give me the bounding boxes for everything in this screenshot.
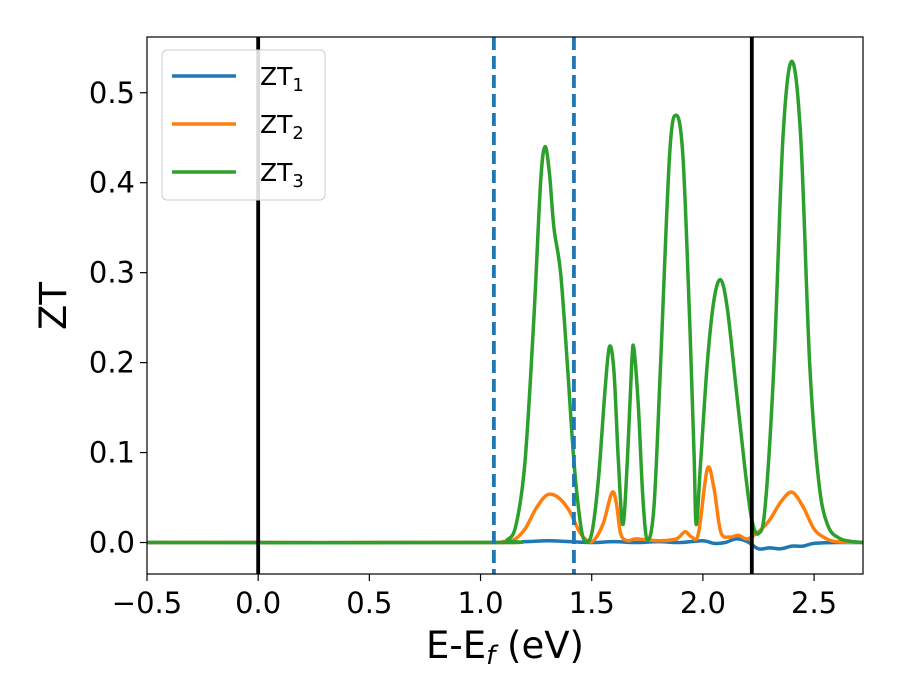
x-tick-label: 2.5 <box>791 586 837 620</box>
x-axis-label: E-Ef (eV) <box>426 624 584 671</box>
axis-ticks: −0.5 0.0 0.5 1.0 1.5 2.0 2.5 0.0 0.1 0.2 0.3 0.4 0.5 <box>89 76 837 620</box>
series-line-zt1 <box>147 537 863 551</box>
y-tick-label: 0.0 <box>89 526 135 560</box>
y-tick-label: 0.2 <box>89 346 135 380</box>
legend-label-zt1: ZT1 <box>260 62 304 96</box>
x-tick-label: 0.5 <box>346 586 392 620</box>
plot-frame <box>146 36 864 575</box>
series-line-zt3 <box>147 59 863 545</box>
y-axis-label: ZT <box>32 282 75 330</box>
x-axis-label-main: E-E <box>426 624 486 667</box>
x-tick-label: 1.5 <box>569 586 615 620</box>
x-axis-label-unit: (eV) <box>495 624 584 667</box>
x-tick-label: 1.0 <box>457 586 503 620</box>
y-tick-label: 0.3 <box>89 256 135 290</box>
legend-label-zt2: ZT2 <box>260 110 304 144</box>
legend-label-subscript: 2 <box>292 123 303 144</box>
y-tick-label: 0.1 <box>89 436 135 470</box>
x-tick-label: −0.5 <box>112 586 182 620</box>
series-line-zt2 <box>147 465 863 545</box>
legend-label-main: ZT <box>260 62 293 91</box>
legend-label-main: ZT <box>260 158 293 187</box>
y-tick-label: 0.4 <box>89 166 135 200</box>
x-tick-label: 2.0 <box>680 586 726 620</box>
legend-label-zt3: ZT3 <box>260 158 304 192</box>
x-tick-label: 0.0 <box>235 586 281 620</box>
legend-label-main: ZT <box>260 110 293 139</box>
legend-label-subscript: 3 <box>292 171 303 192</box>
legend-label-subscript: 1 <box>292 75 303 96</box>
legend-box <box>161 49 326 201</box>
y-tick-label: 0.5 <box>89 76 135 110</box>
